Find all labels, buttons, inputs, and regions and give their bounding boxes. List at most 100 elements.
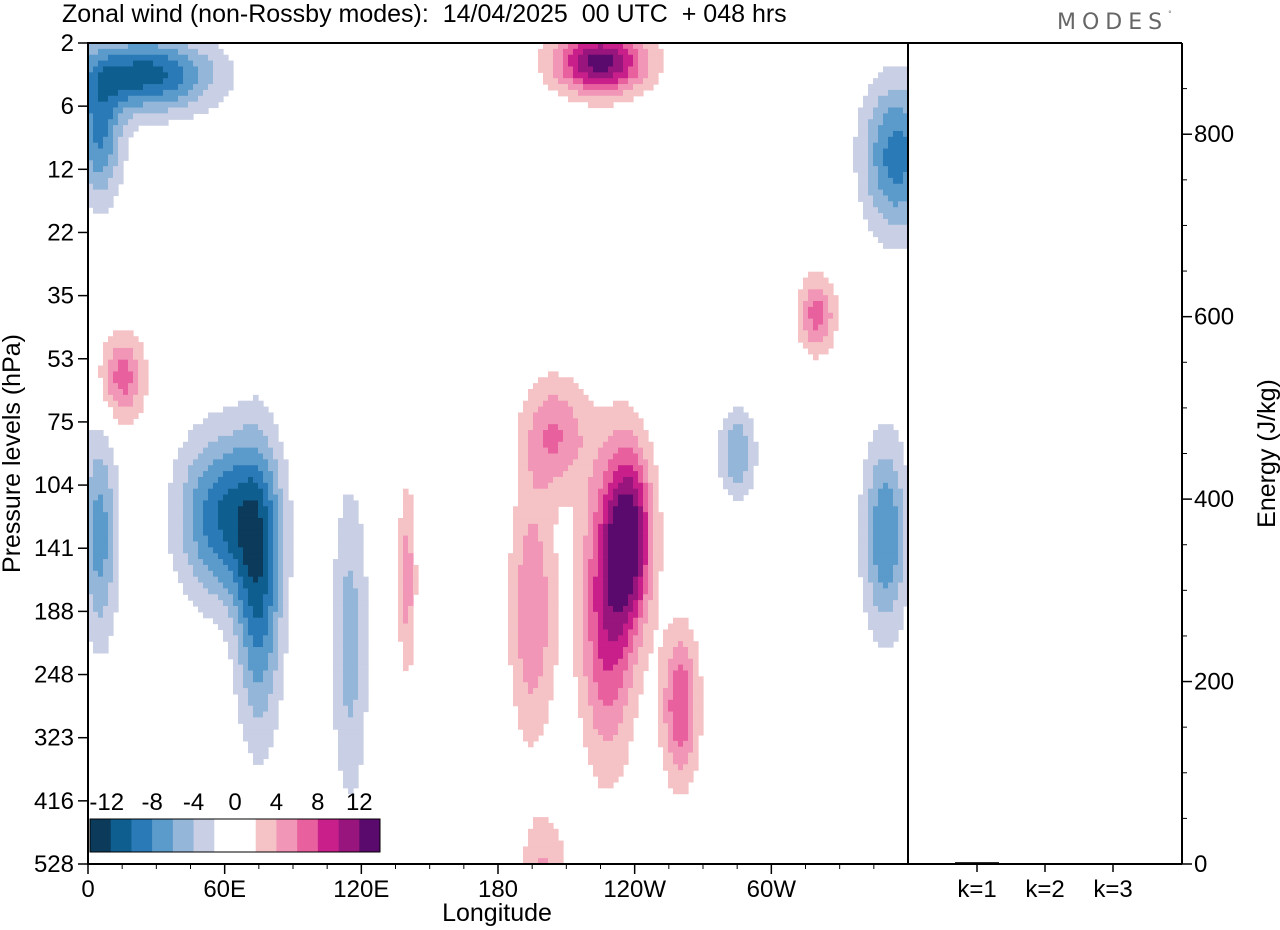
heatmap-cell (123, 84, 129, 91)
heatmap-cell (178, 72, 184, 79)
heatmap-cell (398, 570, 404, 578)
heatmap-cell (338, 758, 344, 765)
heatmap-cell (283, 641, 289, 648)
heatmap-cell (623, 60, 629, 68)
heatmap-cell (173, 500, 179, 507)
heatmap-cell (158, 43, 164, 50)
heatmap-cell (173, 476, 179, 484)
heatmap-cell (183, 465, 189, 472)
heatmap-cell (108, 476, 114, 484)
heatmap-cell (578, 547, 584, 554)
heatmap-cell (358, 740, 364, 748)
heatmap-cell (553, 559, 559, 566)
heatmap-cell (568, 383, 574, 390)
heatmap-cell (583, 482, 589, 490)
heatmap-cell (533, 518, 539, 525)
heatmap-cell (178, 101, 184, 109)
heatmap-cell (578, 682, 584, 689)
heatmap-cell (883, 611, 889, 619)
heatmap-cell (533, 676, 539, 683)
heatmap-cell (598, 54, 604, 62)
heatmap-cell (508, 553, 514, 560)
heatmap-cell (248, 594, 254, 601)
heatmap-cell (283, 559, 289, 566)
heatmap-cell (623, 693, 629, 701)
heatmap-cell (183, 553, 189, 560)
heatmap-cell (603, 582, 609, 589)
heatmap-cell (533, 588, 539, 595)
heatmap-cell (598, 594, 604, 601)
heatmap-cell (738, 447, 744, 455)
heatmap-cell (223, 418, 229, 425)
heatmap-cell (623, 523, 629, 531)
heatmap-cell (673, 688, 679, 695)
heatmap-cell (543, 78, 549, 85)
heatmap-cell (538, 400, 544, 408)
heatmap-cell (693, 717, 699, 724)
heatmap-cell (543, 623, 549, 631)
heatmap-cell (283, 500, 289, 507)
heatmap-cell (248, 435, 254, 443)
heatmap-cell (683, 623, 689, 631)
heatmap-cell (573, 658, 579, 666)
heatmap-cell (203, 605, 209, 613)
heatmap-cell (163, 101, 169, 109)
heatmap-cell (648, 635, 654, 642)
heatmap-cell (603, 723, 609, 730)
heatmap-cell (668, 676, 674, 683)
heatmap-cell (193, 512, 199, 519)
heatmap-cell (868, 101, 874, 109)
colorbar-swatch (110, 819, 132, 852)
heatmap-cell (513, 699, 519, 707)
heatmap-cell (613, 629, 619, 636)
heatmap-cell (273, 682, 279, 689)
heatmap-cell (233, 488, 239, 496)
heatmap-cell (893, 213, 899, 220)
heatmap-cell (588, 60, 594, 68)
heatmap-cell (528, 611, 534, 619)
heatmap-cell (538, 676, 544, 683)
heatmap-cell (863, 594, 869, 601)
heatmap-cell (588, 688, 594, 695)
heatmap-cell (618, 48, 624, 56)
heatmap-cell (193, 535, 199, 543)
heatmap-cell (203, 78, 209, 85)
heatmap-cell (538, 817, 544, 824)
heatmap-cell (238, 435, 244, 443)
heatmap-cell (103, 523, 109, 531)
heatmap-cell (698, 711, 704, 718)
heatmap-cell (563, 476, 569, 484)
heatmap-cell (883, 441, 889, 449)
heatmap-cell (268, 664, 274, 672)
colorbar-swatch (297, 819, 319, 852)
heatmap-cell (133, 400, 139, 408)
heatmap-cell (633, 647, 639, 654)
heatmap-cell (608, 500, 614, 507)
heatmap-cell (618, 441, 624, 449)
heatmap-cell (258, 670, 264, 677)
heatmap-cell (593, 746, 599, 754)
heatmap-cell (108, 119, 114, 126)
heatmap-cell (193, 78, 199, 85)
heatmap-cell (408, 658, 414, 666)
heatmap-cell (588, 89, 594, 97)
heatmap-cell (828, 301, 834, 308)
heatmap-cell (168, 84, 174, 91)
heatmap-cell (98, 54, 104, 62)
heatmap-cell (543, 617, 549, 625)
heatmap-cell (798, 330, 804, 337)
heatmap-cell (543, 453, 549, 460)
heatmap-cell (223, 441, 229, 449)
heatmap-cell (603, 447, 609, 455)
heatmap-cell (518, 435, 524, 443)
heatmap-cell (278, 635, 284, 642)
heatmap-cell (588, 758, 594, 765)
heatmap-cell (588, 711, 594, 718)
heatmap-cell (248, 582, 254, 589)
heatmap-cell (108, 130, 114, 138)
heatmap-cell (158, 78, 164, 85)
heatmap-cell (873, 107, 879, 114)
heatmap-cell (333, 617, 339, 625)
heatmap-cell (583, 535, 589, 543)
heatmap-cell (88, 529, 94, 537)
